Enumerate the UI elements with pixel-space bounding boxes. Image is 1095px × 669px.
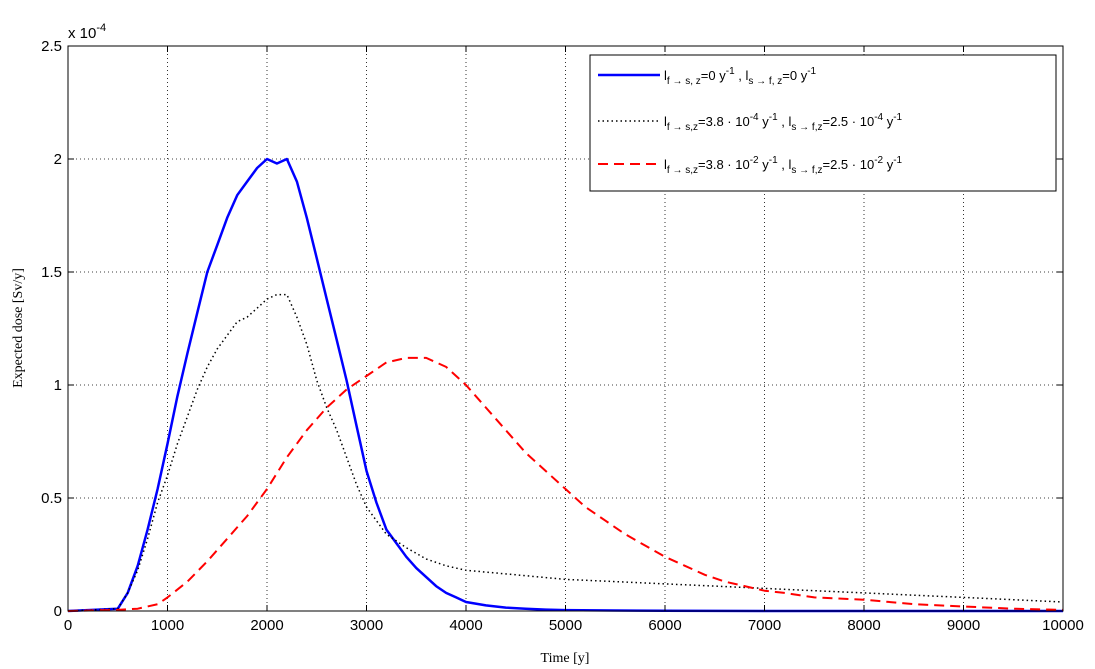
x-tick-label-4: 4000 <box>449 617 482 634</box>
x-tick-label-10: 10000 <box>1042 617 1084 634</box>
x-axis-label: Time [y] <box>541 651 590 666</box>
x-tick-label-3: 3000 <box>350 617 383 634</box>
axis-ticks: 0 1000 2000 3000 4000 5000 6000 7000 8000 9000 100… <box>41 38 1084 634</box>
x-tick-label-1: 1000 <box>151 617 184 634</box>
y-axis-label: Expected dose [Sv/y] <box>11 268 26 388</box>
y-tick-label-1: 0.5 <box>41 490 62 507</box>
legend-entry-3: lf → s,z=3.8 · 10-2 y-1 , ls → f,z=2.5 ·… <box>664 155 903 176</box>
y-multiplier: x 10-4 <box>68 22 106 42</box>
y-multiplier-exponent: -4 <box>96 22 106 34</box>
y-tick-label-2: 1 <box>54 377 62 394</box>
x-tick-label-5: 5000 <box>549 617 582 634</box>
legend-box <box>589 54 1057 192</box>
series-group <box>67 157 1064 613</box>
y-tick-label-3: 1.5 <box>41 264 62 281</box>
legend-entry-2: lf → s,z=3.8 · 10-4 y-1 , ls → f,z=2.5 ·… <box>664 112 903 133</box>
y-tick-label-5: 2.5 <box>41 38 62 55</box>
series-line-0 <box>67 157 1063 613</box>
x-tick-label-9: 9000 <box>947 617 980 634</box>
series-line-2 <box>67 356 1064 612</box>
x-tick-label-0: 0 <box>64 617 72 634</box>
legend-entry-1: lf → s, z=0 y-1 , ls → f, z=0 y-1 <box>664 66 817 87</box>
x-tick-label-6: 6000 <box>648 617 681 634</box>
legend: lf → s, z=0 y-1 , ls → f, z=0 y-1 lf → s… <box>589 54 1057 192</box>
series-line-1 <box>67 293 1064 612</box>
x-tick-label-7: 7000 <box>748 617 781 634</box>
x-tick-label-8: 8000 <box>847 617 880 634</box>
y-tick-label-0: 0 <box>54 603 62 620</box>
y-tick-label-4: 2 <box>54 151 62 168</box>
x-tick-label-2: 2000 <box>250 617 283 634</box>
